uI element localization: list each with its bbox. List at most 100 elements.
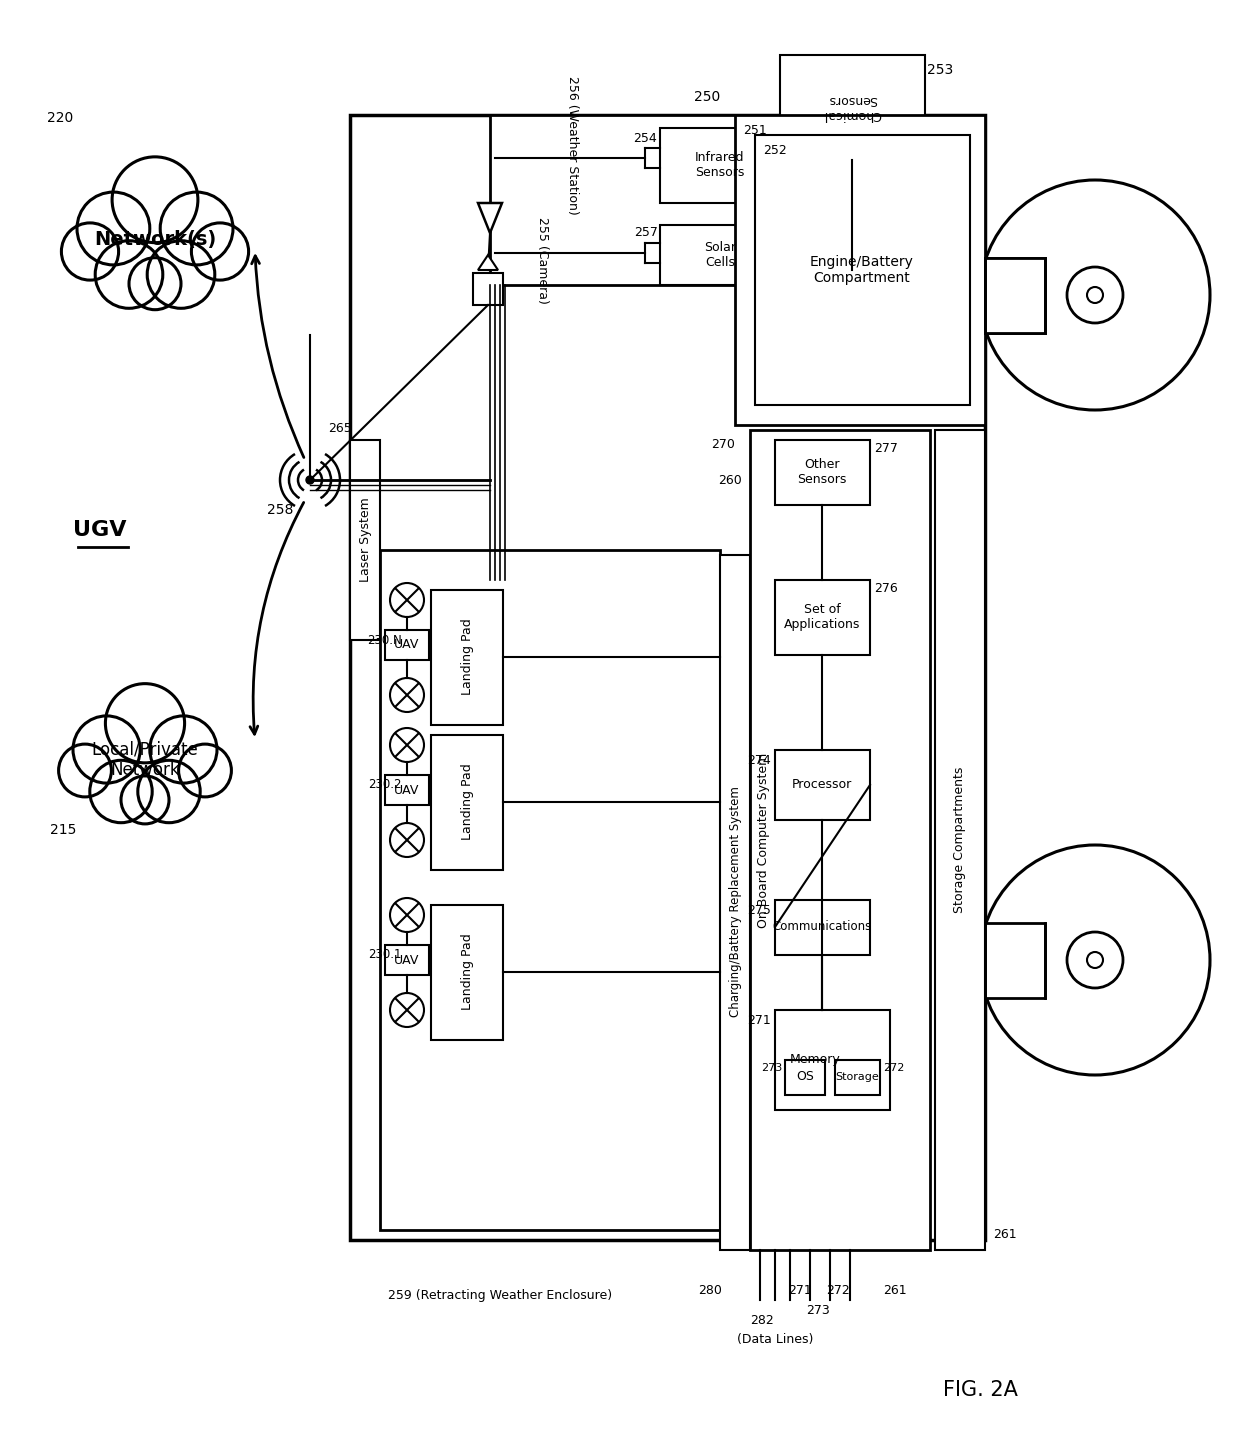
Circle shape — [191, 222, 248, 280]
Text: 274: 274 — [748, 754, 771, 767]
Bar — [384, 774, 429, 805]
Text: Charging/Battery Replacement System: Charging/Battery Replacement System — [729, 786, 742, 1017]
Circle shape — [77, 192, 150, 264]
Circle shape — [95, 241, 162, 308]
Circle shape — [1066, 267, 1123, 323]
Bar — [379, 551, 720, 1231]
Circle shape — [306, 477, 314, 484]
Bar — [775, 750, 870, 819]
Text: 252: 252 — [763, 144, 786, 157]
Text: Solar
Cells: Solar Cells — [704, 241, 737, 269]
Bar — [472, 273, 503, 305]
Bar — [660, 128, 780, 203]
Text: 272: 272 — [883, 1064, 904, 1072]
Circle shape — [150, 716, 217, 783]
Circle shape — [112, 157, 198, 243]
Text: 215: 215 — [50, 822, 76, 837]
Bar — [985, 259, 1045, 333]
Bar — [780, 55, 925, 160]
Text: 230.2: 230.2 — [368, 779, 402, 792]
Text: 261: 261 — [883, 1283, 906, 1296]
Text: 250: 250 — [694, 90, 720, 105]
Bar — [735, 115, 985, 424]
Text: 253: 253 — [926, 62, 954, 77]
Text: 255 (Camera): 255 (Camera) — [536, 216, 548, 304]
Text: 220: 220 — [47, 110, 73, 125]
Text: Local/Private
Network: Local/Private Network — [92, 741, 198, 779]
Circle shape — [980, 846, 1210, 1075]
Text: 260: 260 — [718, 474, 742, 487]
Text: 276: 276 — [874, 581, 898, 594]
Text: 273: 273 — [761, 1064, 782, 1072]
Text: Landing Pad: Landing Pad — [460, 934, 474, 1010]
Bar — [775, 580, 870, 655]
Bar — [785, 1061, 825, 1096]
Bar — [350, 115, 985, 1239]
Circle shape — [138, 760, 200, 822]
Bar — [432, 905, 503, 1040]
Circle shape — [980, 180, 1210, 410]
Bar — [775, 440, 870, 506]
Bar — [384, 944, 429, 975]
Bar — [432, 590, 503, 725]
Text: Landing Pad: Landing Pad — [460, 619, 474, 696]
Text: 256 (Weather Station): 256 (Weather Station) — [565, 76, 579, 215]
Text: UAV: UAV — [394, 638, 419, 651]
Bar — [775, 899, 870, 955]
Circle shape — [391, 992, 424, 1027]
Circle shape — [105, 684, 185, 763]
Text: FIG. 2A: FIG. 2A — [942, 1380, 1018, 1401]
Circle shape — [391, 583, 424, 618]
Bar — [835, 1061, 880, 1096]
Bar — [935, 430, 985, 1250]
Text: 251: 251 — [743, 124, 766, 137]
Circle shape — [1087, 952, 1104, 968]
Circle shape — [391, 822, 424, 857]
Text: 254: 254 — [634, 132, 657, 144]
Text: 230.N: 230.N — [367, 634, 402, 647]
Text: 271: 271 — [748, 1014, 771, 1026]
Bar — [750, 430, 930, 1250]
Text: Storage: Storage — [835, 1072, 879, 1082]
Text: 261: 261 — [993, 1228, 1017, 1241]
Bar — [660, 225, 780, 285]
Circle shape — [179, 744, 232, 796]
Text: 257: 257 — [634, 227, 658, 240]
Text: 271: 271 — [789, 1283, 812, 1296]
Text: Engine/Battery
Compartment: Engine/Battery Compartment — [810, 254, 914, 285]
Bar — [384, 631, 429, 660]
Text: Laser System: Laser System — [358, 497, 372, 583]
Text: 230.1: 230.1 — [368, 949, 402, 962]
Circle shape — [391, 679, 424, 712]
Text: Infrared
Sensors: Infrared Sensors — [696, 151, 745, 179]
Text: Chemical
Sensors: Chemical Sensors — [823, 93, 882, 121]
Bar — [432, 735, 503, 870]
Text: 259 (Retracting Weather Enclosure): 259 (Retracting Weather Enclosure) — [388, 1289, 613, 1302]
Text: 275: 275 — [748, 904, 771, 917]
Text: On Board Computer System: On Board Computer System — [758, 753, 770, 927]
Circle shape — [391, 728, 424, 761]
Polygon shape — [477, 203, 502, 232]
Text: UGV: UGV — [73, 520, 126, 541]
Circle shape — [391, 898, 424, 931]
Text: OS: OS — [796, 1071, 813, 1084]
Text: Storage Compartments: Storage Compartments — [954, 767, 966, 912]
Bar — [985, 923, 1045, 998]
Text: Network(s): Network(s) — [94, 231, 216, 250]
Text: 265: 265 — [329, 421, 352, 434]
Circle shape — [62, 222, 119, 280]
Circle shape — [148, 241, 215, 308]
Text: Communications: Communications — [773, 921, 872, 933]
Text: 258: 258 — [267, 503, 293, 517]
Text: UAV: UAV — [394, 953, 419, 966]
Circle shape — [1066, 931, 1123, 988]
Circle shape — [129, 257, 181, 309]
Text: 282: 282 — [750, 1314, 774, 1327]
Bar — [755, 135, 970, 405]
Circle shape — [160, 192, 233, 264]
Bar — [350, 440, 379, 639]
Text: Set of
Applications: Set of Applications — [784, 603, 861, 631]
Bar — [775, 1010, 890, 1110]
Text: 280: 280 — [698, 1283, 722, 1296]
Circle shape — [1087, 288, 1104, 304]
